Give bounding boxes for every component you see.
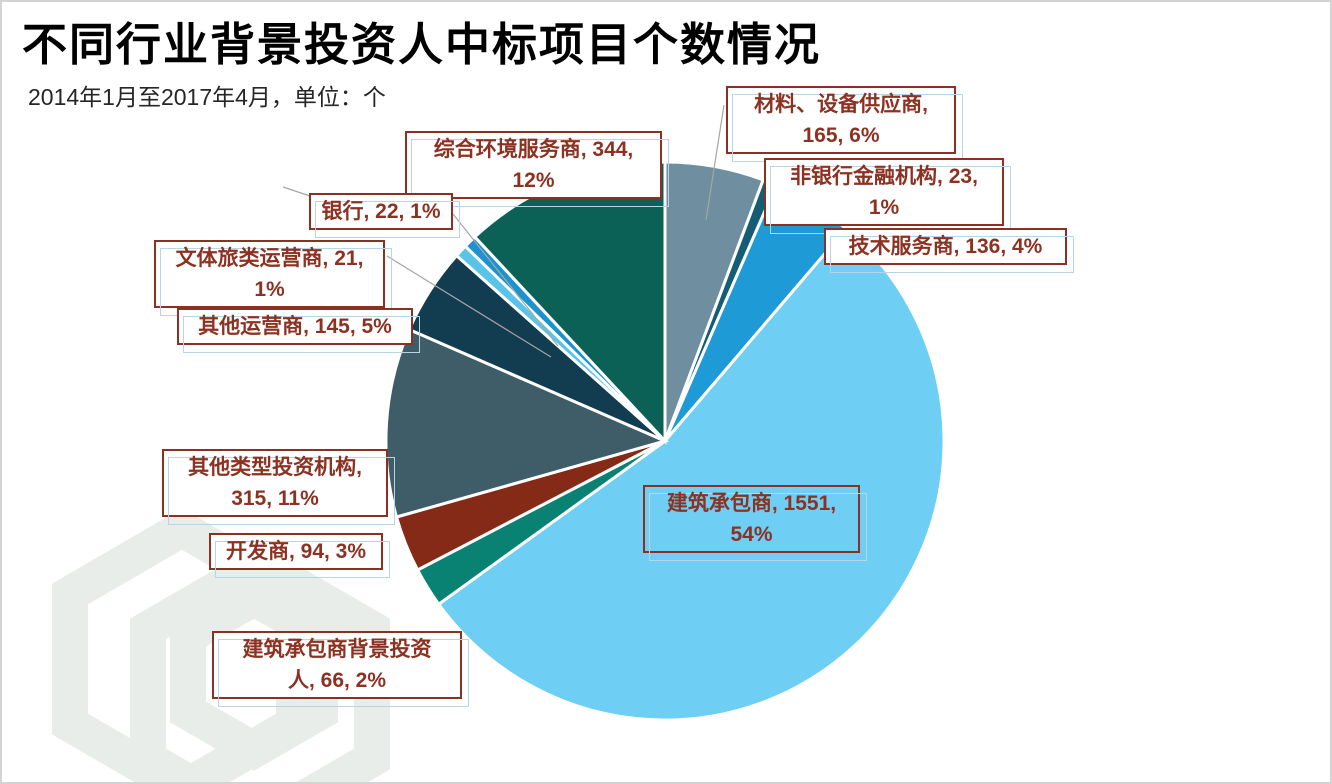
label-bank: 银行, 22, 1% bbox=[309, 193, 460, 238]
label-other-investment-institution: 其他类型投资机构, 315, 11% bbox=[162, 449, 395, 525]
chart-subtitle: 2014年1月至2017年4月，单位：个 bbox=[28, 84, 386, 110]
label-construction-contractor: 建筑承包商, 1551, 54% bbox=[643, 485, 867, 561]
label-developer: 开发商, 94, 3% bbox=[209, 533, 390, 578]
label-material-equipment-supplier: 材料、设备供应商, 165, 6% bbox=[726, 86, 963, 162]
label-technical-service-provider: 技术服务商, 136, 4% bbox=[824, 228, 1074, 273]
label-other-operator: 其他运营商, 145, 5% bbox=[177, 308, 420, 353]
leader-line-2 bbox=[386, 255, 552, 358]
label-non-bank-financial-institution: 非银行金融机构, 23, 1% bbox=[764, 158, 1011, 234]
leader-line-3 bbox=[282, 186, 311, 197]
label-construction-contractor-background-investor: 建筑承包商背景投资 人, 66, 2% bbox=[212, 631, 469, 707]
leader-line-0 bbox=[705, 104, 725, 221]
label-integrated-environmental-service-provider: 综合环境服务商, 344, 12% bbox=[405, 131, 669, 207]
pie-slice-3 bbox=[436, 226, 946, 722]
leader-line-1 bbox=[452, 213, 559, 347]
label-culture-sports-tourism-operator: 文体旅类运营商, 21, 1% bbox=[154, 240, 392, 316]
chart-title: 不同行业背景投资人中标项目个数情况 bbox=[22, 19, 822, 70]
